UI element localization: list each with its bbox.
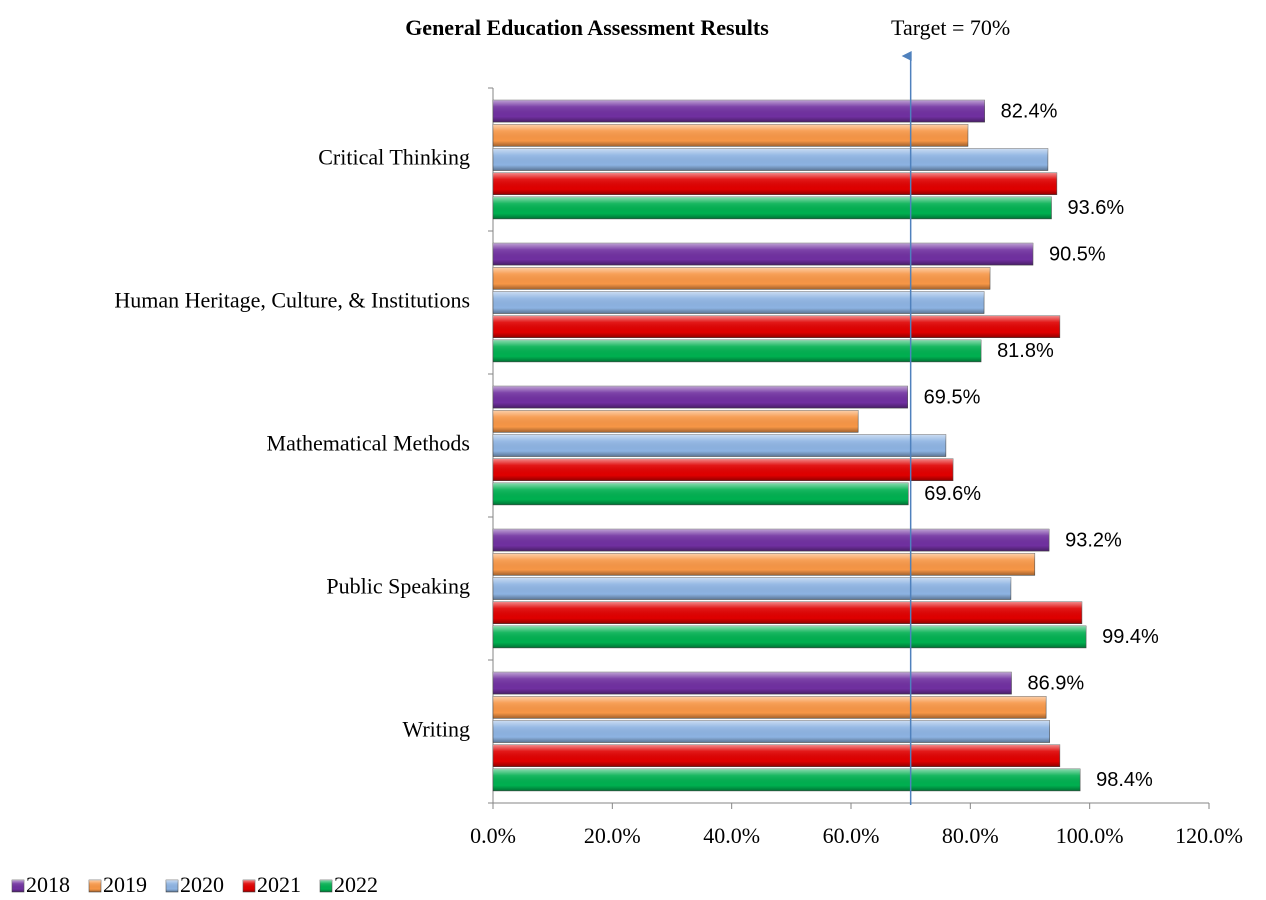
y-tick-label: Writing <box>402 717 470 742</box>
data-label: 93.6% <box>1067 197 1124 219</box>
legend-sheen <box>166 880 178 892</box>
data-label: 86.9% <box>1028 672 1085 694</box>
data-label: 82.4% <box>1001 100 1058 122</box>
bar-sheen <box>493 553 1035 576</box>
bar-sheen <box>493 744 1060 767</box>
bar-sheen <box>493 577 1011 600</box>
data-label: 93.2% <box>1065 529 1122 551</box>
bar-sheen <box>493 100 985 123</box>
y-tick-label: Public Speaking <box>326 574 470 599</box>
bar-sheen <box>493 291 985 314</box>
bar-sheen <box>493 196 1052 219</box>
y-tick-label: Mathematical Methods <box>267 431 470 456</box>
legend-label: 2020 <box>180 872 224 897</box>
x-tick-label: 120.0% <box>1175 823 1243 848</box>
bar-sheen <box>493 672 1012 695</box>
bar-sheen <box>493 529 1050 552</box>
bar-sheen <box>493 243 1033 266</box>
x-tick-label: 100.0% <box>1056 823 1124 848</box>
data-label: 90.5% <box>1049 243 1106 265</box>
x-tick-label: 60.0% <box>823 823 880 848</box>
bar-sheen <box>493 768 1081 791</box>
bar-sheen <box>493 267 991 290</box>
legend-sheen <box>243 880 255 892</box>
data-label: 81.8% <box>997 340 1054 362</box>
x-tick-label: 0.0% <box>470 823 516 848</box>
bar-sheen <box>493 696 1047 719</box>
chart-title: General Education Assessment Results <box>405 15 769 40</box>
bar-sheen <box>493 315 1060 338</box>
data-label: 69.5% <box>924 386 981 408</box>
legend-label: 2021 <box>257 872 301 897</box>
bar-sheen <box>493 124 968 147</box>
data-label: 69.6% <box>924 483 981 505</box>
bar-sheen <box>493 601 1082 624</box>
bar-sheen <box>493 720 1050 743</box>
bar-sheen <box>493 482 909 505</box>
legend-label: 2018 <box>26 872 70 897</box>
data-label: 98.4% <box>1096 769 1153 791</box>
legend-sheen <box>89 880 101 892</box>
x-tick-label: 40.0% <box>703 823 760 848</box>
bar-sheen <box>493 148 1048 171</box>
legend-label: 2022 <box>334 872 378 897</box>
x-tick-label: 20.0% <box>584 823 641 848</box>
bar-sheen <box>493 339 982 362</box>
bar-sheen <box>493 410 859 433</box>
target-label: Target = 70% <box>891 15 1010 40</box>
bar-sheen <box>493 172 1057 195</box>
x-tick-label: 80.0% <box>942 823 999 848</box>
bar-sheen <box>493 386 908 409</box>
y-tick-label: Critical Thinking <box>318 145 470 170</box>
y-tick-label: Human Heritage, Culture, & Institutions <box>114 288 470 313</box>
bar-sheen <box>493 458 954 481</box>
legend-sheen <box>320 880 332 892</box>
bar-sheen <box>493 434 946 457</box>
legend-label: 2019 <box>103 872 147 897</box>
bar-sheen <box>493 625 1087 648</box>
legend-sheen <box>12 880 24 892</box>
data-label: 99.4% <box>1102 626 1159 648</box>
